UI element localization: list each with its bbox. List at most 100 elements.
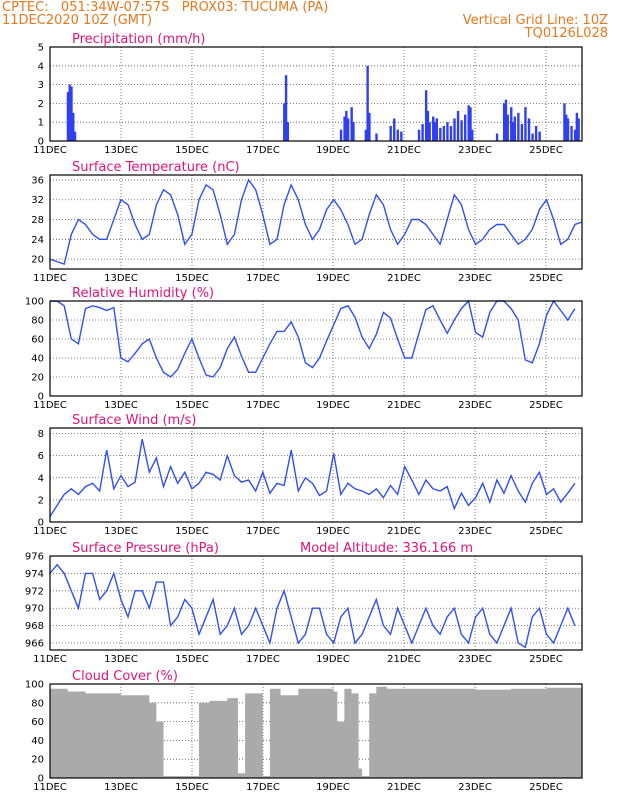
y-tick-label: 80: [31, 698, 44, 709]
precip-bar: [531, 133, 534, 141]
precip-bar: [375, 133, 378, 141]
precip-bar: [284, 75, 288, 141]
x-tick-label: 19DEC: [316, 273, 350, 284]
y-tick-label: 974: [25, 569, 44, 580]
precip-bar: [520, 124, 524, 141]
precip-bar: [396, 129, 399, 141]
x-tick-label: 11DEC: [33, 654, 67, 665]
x-tick-label: 19DEC: [316, 145, 350, 156]
x-tick-label: 25DEC: [529, 654, 563, 665]
x-tick-label: 11DEC: [33, 400, 67, 411]
precip-bar: [566, 118, 570, 141]
panel-title: Surface Pressure (hPa): [72, 541, 219, 556]
precip-bar: [524, 107, 527, 141]
y-tick-label: 4: [38, 61, 44, 72]
x-tick-label: 13DEC: [104, 400, 138, 411]
x-tick-label: 25DEC: [529, 273, 563, 284]
y-tick-label: 100: [25, 680, 44, 691]
x-tick-label: 21DEC: [387, 782, 421, 793]
precip-bar: [368, 112, 371, 141]
x-tick-label: 17DEC: [246, 654, 280, 665]
precip-bar: [575, 112, 579, 141]
y-tick-label: 0: [38, 392, 44, 403]
panel-frame: [49, 174, 583, 270]
x-tick-label: 15DEC: [175, 145, 209, 156]
x-tick-label: 21DEC: [387, 145, 421, 156]
x-tick-label: 17DEC: [246, 400, 280, 411]
y-tick-label: 966: [25, 639, 44, 650]
x-tick-label: 25DEC: [529, 145, 563, 156]
precip-bar: [393, 118, 396, 141]
x-tick-label: 11DEC: [33, 782, 67, 793]
y-tick-label: 36: [31, 175, 44, 186]
panel-title: Relative Humidity (%): [72, 286, 214, 301]
x-tick-label: 13DEC: [104, 526, 138, 537]
precip-bar: [366, 65, 369, 141]
panel-title: Cloud Cover (%): [72, 669, 178, 684]
x-tick-label: 17DEC: [246, 273, 280, 284]
y-tick-label: 24: [31, 235, 44, 246]
x-tick-label: 21DEC: [387, 526, 421, 537]
y-tick-label: 0: [38, 137, 44, 148]
x-tick-label: 17DEC: [246, 782, 280, 793]
x-tick-label: 19DEC: [316, 782, 350, 793]
x-tick-label: 23DEC: [458, 400, 492, 411]
precip-bar: [453, 118, 456, 141]
precip-bar: [495, 133, 499, 141]
panel-title: Surface Wind (m/s): [72, 413, 196, 428]
x-tick-label: 11DEC: [33, 526, 67, 537]
y-tick-label: 970: [25, 604, 44, 615]
precip-bar: [513, 116, 517, 141]
precip-bar: [400, 131, 403, 141]
x-tick-label: 17DEC: [246, 145, 280, 156]
y-tick-label: 976: [25, 552, 44, 563]
y-tick-label: 32: [31, 195, 44, 206]
precip-bar: [424, 90, 428, 141]
y-tick-label: 4: [38, 473, 44, 484]
precip-bar: [534, 125, 538, 141]
x-tick-label: 21DEC: [387, 654, 421, 665]
x-tick-label: 13DEC: [104, 782, 138, 793]
y-tick-label: 60: [31, 717, 44, 728]
x-tick-label: 23DEC: [458, 654, 492, 665]
precip-bar: [68, 84, 71, 141]
x-tick-label: 25DEC: [529, 526, 563, 537]
x-tick-label: 21DEC: [387, 273, 421, 284]
x-tick-label: 23DEC: [458, 273, 492, 284]
precip-bar: [339, 129, 343, 141]
precip-bar: [435, 118, 438, 141]
y-tick-label: 8: [38, 429, 44, 440]
x-tick-label: 13DEC: [104, 654, 138, 665]
precip-bar: [577, 118, 580, 141]
y-tick-label: 20: [31, 255, 44, 266]
x-tick-label: 25DEC: [529, 782, 563, 793]
x-tick-label: 15DEC: [175, 782, 209, 793]
precip-bar: [510, 107, 513, 141]
y-tick-label: 968: [25, 621, 44, 632]
precip-bar: [502, 103, 506, 141]
precip-bar: [350, 107, 353, 141]
panel-frame: [49, 555, 583, 651]
panel-frame: [49, 300, 583, 397]
precip-bar: [428, 122, 431, 141]
x-tick-label: 19DEC: [316, 526, 350, 537]
y-tick-label: 28: [31, 215, 44, 226]
panel-title: Surface Temperature (nC): [72, 160, 240, 175]
y-tick-label: 2: [38, 495, 44, 506]
precip-bar: [72, 112, 75, 141]
precip-bar: [70, 86, 73, 141]
panel-frame: [49, 427, 583, 523]
precip-bar: [538, 131, 541, 141]
x-tick-label: 19DEC: [316, 400, 350, 411]
x-tick-label: 23DEC: [458, 782, 492, 793]
x-tick-label: 19DEC: [316, 654, 350, 665]
x-tick-label: 15DEC: [175, 654, 209, 665]
precip-bar: [463, 114, 467, 141]
precip-bar: [346, 118, 350, 141]
x-tick-label: 17DEC: [246, 526, 280, 537]
x-tick-label: 21DEC: [387, 400, 421, 411]
precip-bar: [421, 124, 424, 141]
panel-frame: [49, 683, 583, 779]
precip-bar: [511, 122, 515, 141]
header-line3-right: TQ0126L028: [524, 26, 608, 41]
